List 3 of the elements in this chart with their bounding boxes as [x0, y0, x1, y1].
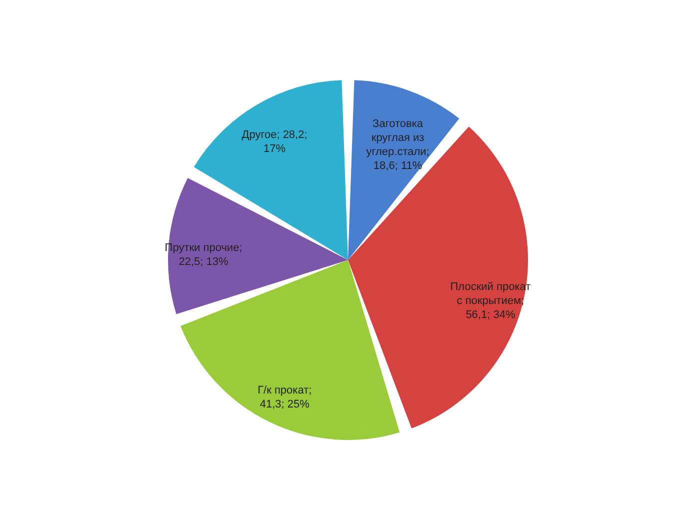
- slice-label: Г/к прокат; 41,3; 25%: [258, 384, 312, 410]
- slice-label: Другое; 28,2; 17%: [242, 129, 308, 155]
- slice-label: Заготовка круглая из углер.стали; 18,6; 11%: [366, 118, 430, 172]
